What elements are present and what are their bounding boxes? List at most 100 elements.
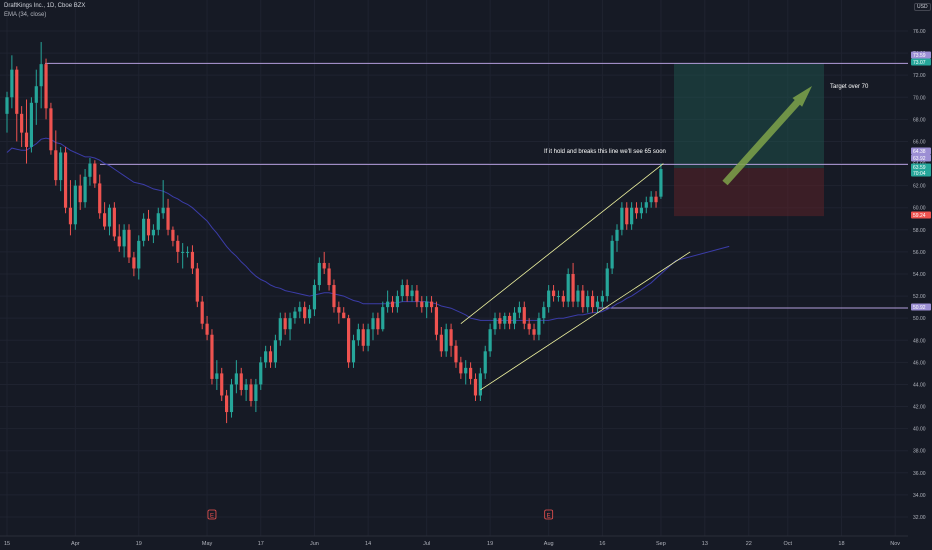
candle — [117, 224, 121, 252]
price-label-box[interactable] — [911, 58, 931, 66]
earnings-marker[interactable]: E — [544, 509, 554, 520]
candle — [190, 245, 195, 274]
candle-body — [122, 229, 126, 247]
target-arrow-shape[interactable] — [722, 86, 812, 186]
price-label-tag[interactable]: 59.24 — [911, 211, 931, 220]
price-label-box[interactable] — [911, 303, 931, 311]
candle — [49, 102, 53, 155]
candle — [659, 163, 663, 199]
candle-body — [595, 301, 600, 308]
horizontal-levels[interactable] — [45, 62, 908, 309]
price-label-tag[interactable]: 50.92 — [911, 303, 931, 312]
candle — [210, 329, 214, 385]
candle-body — [112, 207, 116, 237]
candle — [151, 224, 155, 244]
price-label-tag[interactable]: 73.59 — [911, 51, 931, 60]
candle-body — [649, 196, 653, 203]
candle — [620, 202, 624, 236]
candle — [322, 251, 326, 274]
price-label-box[interactable] — [911, 154, 931, 162]
candle — [34, 69, 38, 125]
candle — [234, 360, 238, 394]
chart-title[interactable]: DraftKings Inc., 1D, Cboe BZX — [4, 3, 86, 9]
price-label-box[interactable] — [911, 163, 931, 171]
candle — [273, 334, 277, 368]
price-label-tag[interactable]: 63.59 — [911, 163, 931, 172]
candle — [332, 279, 336, 313]
candle-body — [356, 329, 360, 341]
earnings-marker-label[interactable]: E — [547, 513, 551, 519]
candle-body — [185, 251, 190, 253]
stop-loss-zone[interactable] — [674, 168, 824, 217]
hold-line-annotation[interactable]: If it hold and breaks this line we'll se… — [544, 149, 666, 155]
candle-body — [390, 301, 395, 308]
candle-body — [478, 373, 482, 396]
price-label-text[interactable]: 50.92 — [913, 305, 926, 311]
candle — [532, 323, 536, 341]
candle-body — [576, 290, 580, 302]
candle-body — [44, 64, 48, 109]
candle-body — [107, 207, 112, 227]
earnings-marker[interactable]: E — [207, 509, 217, 520]
candle — [390, 296, 395, 313]
target-arrow[interactable] — [722, 86, 812, 186]
price-label-box[interactable] — [911, 169, 931, 177]
candle — [215, 360, 219, 390]
price-label-tag[interactable]: 63.92 — [911, 154, 931, 163]
candle — [429, 296, 434, 313]
candle-body — [654, 196, 658, 203]
price-label-text[interactable]: 63.59 — [913, 165, 926, 171]
price-label-box[interactable] — [911, 147, 931, 155]
price-label-box[interactable] — [911, 51, 931, 59]
candle-body — [59, 152, 63, 181]
target-annotation[interactable]: Target over 70 — [830, 84, 869, 90]
candle-body — [464, 367, 468, 374]
candle-body — [327, 268, 331, 286]
candle-body — [20, 113, 24, 133]
earnings-marker-box[interactable] — [207, 509, 217, 520]
price-label-text[interactable]: 59.24 — [913, 213, 926, 219]
price-label-text[interactable]: 73.07 — [913, 60, 926, 66]
candle — [386, 290, 390, 313]
y-tick-label: 52.00 — [913, 294, 926, 300]
candle-body — [54, 150, 58, 181]
candle — [205, 315, 209, 341]
channel-line[interactable] — [480, 251, 691, 391]
candle — [15, 66, 19, 142]
trend-channel[interactable] — [460, 163, 691, 391]
time-axis[interactable]: 15 Apr 19 May 17 Jun 14 Jul 19 Aug 16 Sep 13 22 Oct 18 N… — [0, 535, 908, 547]
candle — [551, 285, 556, 302]
price-label-text[interactable]: 64.38 — [913, 149, 926, 155]
candle — [229, 378, 234, 418]
candle — [566, 268, 570, 308]
candle-body — [181, 251, 185, 253]
price-label-box[interactable] — [911, 211, 931, 219]
candle-body — [322, 262, 326, 269]
candle — [176, 235, 180, 263]
candle-body — [210, 334, 214, 379]
earnings-marker-label[interactable]: E — [210, 513, 214, 519]
profit-zone[interactable] — [674, 63, 824, 169]
candle-body — [605, 268, 609, 297]
price-label-text[interactable]: 70:04 — [913, 171, 926, 177]
candle — [610, 235, 614, 274]
candle — [498, 312, 502, 330]
currency-label[interactable]: USD — [914, 3, 931, 11]
candle-body — [376, 318, 380, 330]
indicator-legend[interactable]: EMA (34, close) — [4, 12, 47, 18]
candle — [293, 307, 297, 324]
price-axis[interactable]: 32.00 34.00 36.00 38.00 40.00 42.00 44.00 46.00… — [910, 0, 932, 550]
price-label-tag[interactable]: 70:04 — [911, 169, 931, 178]
candle-body — [469, 367, 473, 379]
price-label-text[interactable]: 63.92 — [913, 156, 926, 162]
earnings-marker-box[interactable] — [544, 509, 554, 520]
price-label-text[interactable]: 73.59 — [913, 53, 926, 59]
price-label-tag[interactable]: 64.38 — [911, 147, 931, 156]
x-tick-label: 18 — [838, 541, 844, 547]
candle-body — [615, 229, 619, 241]
price-label-tag[interactable]: 73.07 — [911, 58, 931, 67]
channel-line[interactable] — [460, 163, 664, 325]
candle-body — [117, 236, 121, 247]
